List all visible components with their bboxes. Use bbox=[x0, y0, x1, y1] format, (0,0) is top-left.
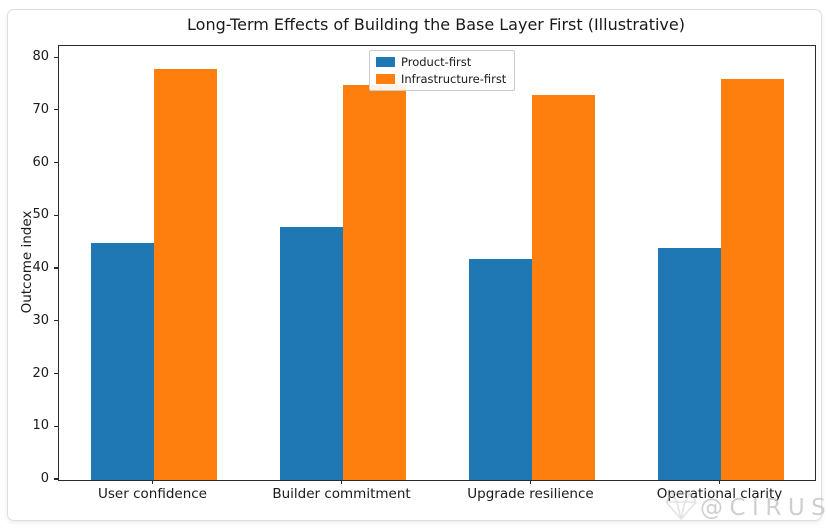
bar-infrastructure-first-3 bbox=[720, 79, 784, 480]
y-tick-mark bbox=[54, 109, 58, 111]
x-tick-mark bbox=[718, 480, 721, 484]
y-tick-label: 70 bbox=[32, 101, 49, 117]
x-tick-marks bbox=[58, 480, 814, 484]
y-tick-mark bbox=[54, 320, 58, 322]
y-tick-label: 30 bbox=[32, 312, 49, 328]
bar-product-first-0 bbox=[90, 242, 154, 480]
bar-product-first-2 bbox=[468, 258, 532, 480]
x-tick-label: Operational clarity bbox=[656, 486, 783, 502]
bar-product-first-3 bbox=[657, 247, 721, 480]
y-tick-label: 40 bbox=[32, 260, 49, 276]
chart-title: Long-Term Effects of Building the Base L… bbox=[187, 15, 685, 34]
y-tick-label: 80 bbox=[32, 49, 49, 65]
plot-area: Product-first Infrastructure-first bbox=[58, 45, 816, 481]
legend-item: Product-first bbox=[376, 55, 506, 69]
y-tick-label: 60 bbox=[32, 154, 49, 170]
x-tick-label: Builder commitment bbox=[272, 486, 411, 502]
legend-swatch bbox=[376, 74, 395, 84]
legend: Product-first Infrastructure-first bbox=[369, 50, 516, 91]
x-tick-mark bbox=[151, 480, 154, 484]
x-tick-label: Upgrade resilience bbox=[467, 486, 594, 502]
bar-infrastructure-first-1 bbox=[342, 84, 406, 480]
legend-item: Infrastructure-first bbox=[376, 72, 506, 86]
y-tick-marks bbox=[54, 45, 58, 480]
y-tick-mark bbox=[54, 56, 58, 58]
figure-card: Long-Term Effects of Building the Base L… bbox=[7, 9, 826, 521]
y-tick-mark bbox=[54, 372, 58, 375]
y-tick-label: 20 bbox=[32, 365, 49, 381]
legend-swatch bbox=[376, 57, 395, 67]
y-tick-labels: 0 10 20 30 40 50 60 70 80 bbox=[8, 45, 49, 486]
bar-infrastructure-first-0 bbox=[153, 68, 217, 480]
bar-product-first-1 bbox=[279, 226, 343, 480]
x-tick-labels: User confidence Builder commitment Upgrade… bbox=[58, 486, 814, 506]
y-tick-mark bbox=[54, 161, 58, 164]
bar-infrastructure-first-2 bbox=[531, 95, 595, 480]
legend-label: Infrastructure-first bbox=[401, 72, 507, 86]
y-tick-mark bbox=[54, 267, 58, 269]
legend-label: Product-first bbox=[401, 55, 472, 69]
y-tick-label: 50 bbox=[32, 207, 49, 223]
x-tick-mark bbox=[340, 480, 343, 484]
y-tick-mark bbox=[54, 425, 58, 427]
x-tick-mark bbox=[529, 480, 532, 484]
y-tick-label: 0 bbox=[40, 471, 49, 486]
y-tick-label: 10 bbox=[32, 418, 49, 434]
y-tick-mark bbox=[54, 214, 58, 216]
x-tick-label: User confidence bbox=[98, 486, 207, 502]
y-tick-mark bbox=[54, 478, 58, 480]
